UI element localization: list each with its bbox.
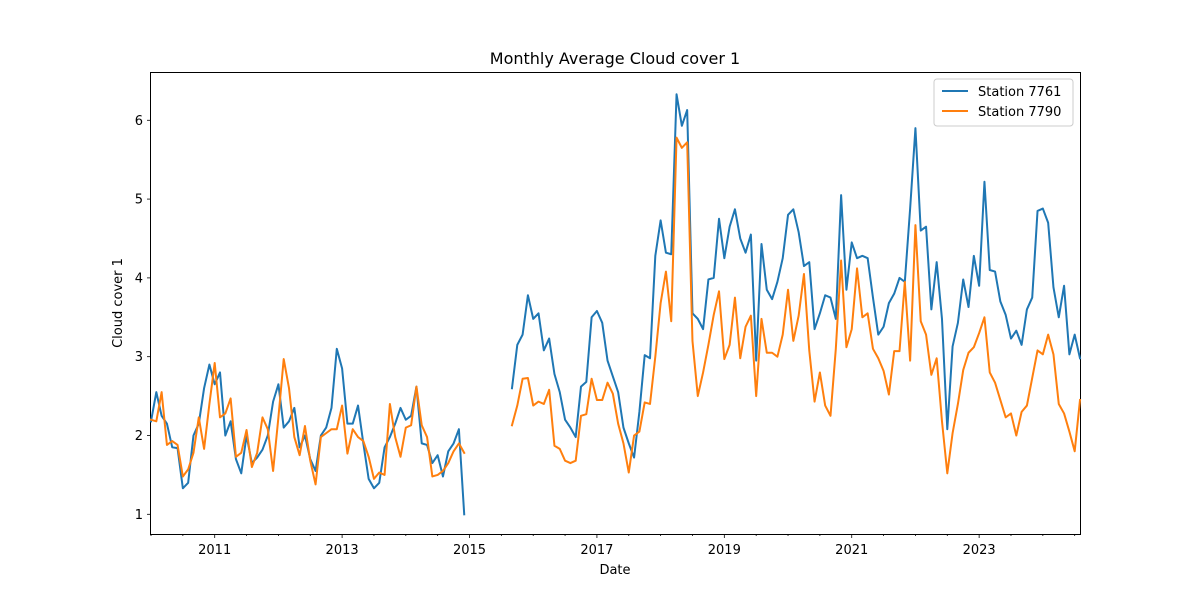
series-line-2-segment-2: [510, 136, 1082, 475]
series-line-1-segment-2: [510, 93, 1082, 459]
y-axis-title: Cloud cover 1: [111, 258, 126, 348]
chart-title: Monthly Average Cloud cover 1: [490, 49, 740, 68]
x-tick-label: 2013: [326, 543, 359, 558]
series-layer: [149, 93, 1082, 516]
legend: Station 7761 Station 7790: [933, 78, 1074, 127]
x-tick-label: 2015: [453, 543, 486, 558]
x-tick-label: 2019: [708, 543, 741, 558]
y-tick-label: 3: [135, 350, 143, 365]
y-tick-label: 6: [135, 114, 143, 129]
legend-label-2: Station 7790: [978, 105, 1061, 120]
x-tick-label: 2023: [963, 543, 996, 558]
y-tick-label: 4: [135, 271, 143, 286]
legend-label-1: Station 7761: [978, 85, 1061, 100]
x-axis: 2011 2013 2015 2017 2019 2021 2023: [150, 534, 1076, 558]
y-axis: 1 2 3 4 5 6: [135, 114, 151, 523]
y-tick-label: 1: [135, 508, 143, 523]
x-tick-label: 2017: [580, 543, 613, 558]
series-line-2-segment-1: [149, 358, 466, 486]
y-tick-label: 2: [135, 429, 143, 444]
y-tick-label: 5: [135, 193, 143, 208]
x-axis-title: Date: [599, 563, 630, 578]
x-tick-label: 2011: [198, 543, 231, 558]
legend-box: [933, 78, 1074, 127]
axes-frame: [150, 72, 1081, 535]
plot-area: [150, 72, 1081, 535]
x-tick-label: 2021: [835, 543, 868, 558]
